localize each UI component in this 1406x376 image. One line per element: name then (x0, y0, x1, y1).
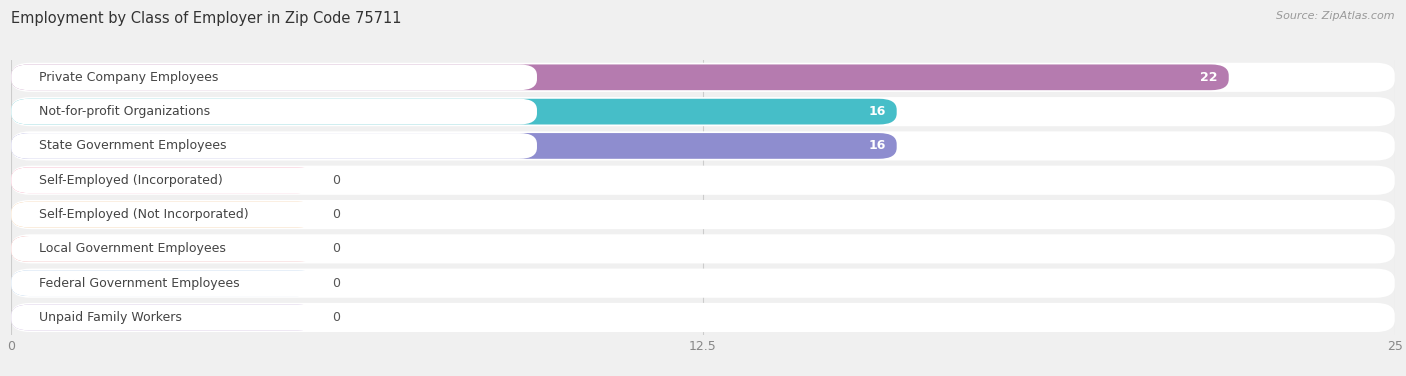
Text: Private Company Employees: Private Company Employees (39, 71, 218, 84)
FancyBboxPatch shape (11, 64, 537, 90)
FancyBboxPatch shape (11, 97, 1395, 126)
FancyBboxPatch shape (11, 202, 315, 227)
Text: 22: 22 (1201, 71, 1218, 84)
FancyBboxPatch shape (11, 166, 1395, 195)
FancyBboxPatch shape (11, 202, 537, 227)
FancyBboxPatch shape (11, 303, 1395, 332)
Text: State Government Employees: State Government Employees (39, 139, 226, 152)
Text: 0: 0 (332, 208, 340, 221)
Text: Federal Government Employees: Federal Government Employees (39, 277, 239, 290)
FancyBboxPatch shape (11, 270, 537, 296)
Text: Self-Employed (Incorporated): Self-Employed (Incorporated) (39, 174, 222, 187)
Text: Employment by Class of Employer in Zip Code 75711: Employment by Class of Employer in Zip C… (11, 11, 402, 26)
FancyBboxPatch shape (11, 133, 897, 159)
Text: 0: 0 (332, 311, 340, 324)
FancyBboxPatch shape (11, 63, 1395, 92)
FancyBboxPatch shape (11, 236, 537, 262)
FancyBboxPatch shape (11, 200, 1395, 229)
FancyBboxPatch shape (11, 305, 537, 331)
FancyBboxPatch shape (11, 99, 897, 124)
FancyBboxPatch shape (11, 236, 315, 262)
Text: Local Government Employees: Local Government Employees (39, 243, 226, 255)
FancyBboxPatch shape (11, 270, 315, 296)
Text: Unpaid Family Workers: Unpaid Family Workers (39, 311, 181, 324)
Text: Not-for-profit Organizations: Not-for-profit Organizations (39, 105, 209, 118)
FancyBboxPatch shape (11, 99, 537, 124)
FancyBboxPatch shape (11, 131, 1395, 161)
Text: 0: 0 (332, 277, 340, 290)
FancyBboxPatch shape (11, 133, 537, 159)
Text: Source: ZipAtlas.com: Source: ZipAtlas.com (1277, 11, 1395, 21)
FancyBboxPatch shape (11, 167, 537, 193)
FancyBboxPatch shape (11, 167, 315, 193)
Text: 16: 16 (869, 105, 886, 118)
Text: 16: 16 (869, 139, 886, 152)
Text: Self-Employed (Not Incorporated): Self-Employed (Not Incorporated) (39, 208, 249, 221)
FancyBboxPatch shape (11, 305, 315, 331)
FancyBboxPatch shape (11, 268, 1395, 298)
FancyBboxPatch shape (11, 234, 1395, 264)
Text: 0: 0 (332, 243, 340, 255)
Text: 0: 0 (332, 174, 340, 187)
FancyBboxPatch shape (11, 64, 1229, 90)
